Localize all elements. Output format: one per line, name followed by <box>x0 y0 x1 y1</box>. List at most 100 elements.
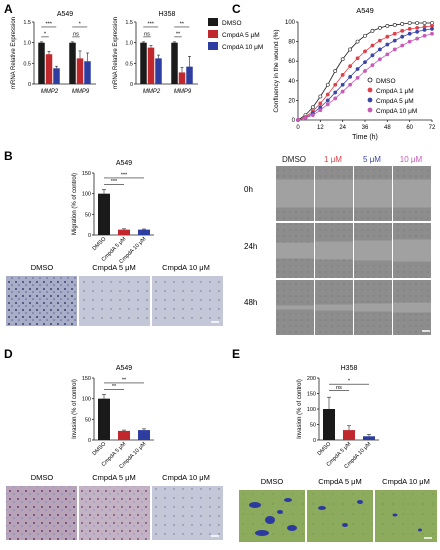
micro-b-label-5: CmpdA 5 μM <box>92 263 136 272</box>
c-point <box>318 94 323 99</box>
c-point <box>385 34 390 39</box>
wound-gap <box>276 179 314 208</box>
legend-a-swatch <box>208 18 218 26</box>
panel-letter-c: C <box>232 2 241 16</box>
c-point <box>370 63 375 68</box>
c-point <box>363 49 367 54</box>
c-point <box>363 60 367 65</box>
e-ytick-label: 0 <box>313 438 316 444</box>
c-point <box>385 52 390 57</box>
grid-row-48h: 48h <box>244 298 257 307</box>
e-sig-label: ns <box>336 385 342 391</box>
micro-d-label-dmso: DMSO <box>31 473 54 482</box>
panel-letter-b: B <box>4 149 13 163</box>
wound-gap <box>315 241 353 260</box>
c-point <box>370 28 375 33</box>
panel-letter-d: D <box>4 347 13 361</box>
c-point <box>385 42 390 47</box>
c-legend-label: CmpdA 5 μM <box>376 98 414 105</box>
c-ytick-label: 40 <box>288 79 295 85</box>
a549-ylabel: mRNA Relative Expression <box>11 17 17 89</box>
e-ytick-label: 100 <box>307 407 316 413</box>
chart-d-invasion-a549: A549 0 50 100 150 Invasion (% of control) DMSO… <box>72 365 154 470</box>
c-point <box>340 57 345 62</box>
c-xtick-label: 60 <box>406 125 413 131</box>
h358-ytick-label: 0.5 <box>125 61 133 67</box>
c-point <box>407 39 412 44</box>
h358-sig-label: ** <box>180 21 185 27</box>
c-legend-marker <box>367 107 373 113</box>
wound-gap <box>315 304 353 311</box>
c-point <box>415 36 420 41</box>
h358-ytick-label: 1.5 <box>125 20 133 26</box>
c-point <box>325 92 330 97</box>
grid-col-5: 5 μM <box>363 155 381 164</box>
e-sig-label: * <box>348 379 351 385</box>
c-title: A549 <box>356 6 374 15</box>
c-point <box>377 25 382 30</box>
d-bar <box>118 430 130 440</box>
c-point <box>363 69 367 73</box>
wound-gap <box>354 240 392 261</box>
wound-gap <box>393 302 431 313</box>
a549-ytick-label: 1.5 <box>23 20 31 26</box>
a549-ytick-label: 1.0 <box>23 41 31 47</box>
c-ytick-label: 20 <box>288 98 295 104</box>
c-point <box>422 33 427 38</box>
grid-col-10: 10 μM <box>400 155 423 164</box>
legend-a-swatch <box>208 30 218 38</box>
panel-letter-e: E <box>232 347 240 361</box>
c-point <box>415 21 420 25</box>
h358-category-label: MMP9 <box>174 89 192 95</box>
micro-b-label-10: CmpdA 10 μM <box>162 263 210 272</box>
b-ylabel: Migration (% of control) <box>72 173 78 235</box>
c-point <box>377 57 382 62</box>
b-bar <box>118 229 130 235</box>
b-category-label: DMSO <box>92 236 108 252</box>
c-point <box>377 38 382 43</box>
c-point <box>340 73 345 77</box>
c-ytick-label: 80 <box>288 40 295 46</box>
c-point <box>363 33 367 38</box>
micrographs-b: DMSO CmpdA 5 μM CmpdA 10 μM <box>6 263 223 326</box>
micro-d-5 <box>79 486 150 540</box>
c-point <box>407 21 412 25</box>
h358-bar <box>178 72 186 84</box>
c-point <box>385 24 390 28</box>
chart-a-h358: H358 0 0.5 1.0 1.5 mRNA Relative Expression MM… <box>113 11 198 95</box>
micro-d-label-5: CmpdA 5 μM <box>92 473 136 482</box>
e-bar <box>363 436 375 440</box>
b-bar <box>98 193 110 235</box>
wound-gap <box>393 179 431 208</box>
c-point <box>355 56 360 61</box>
h358-bar <box>186 66 193 84</box>
c-point <box>370 43 375 48</box>
c-point <box>325 98 330 103</box>
legend-a-label: CmpdA 5 μM <box>222 32 260 39</box>
h358-bar <box>155 58 162 84</box>
micro-b-5 <box>79 276 150 326</box>
c-point <box>400 22 405 26</box>
micro-b-label-dmso: DMSO <box>31 263 54 272</box>
c-point <box>370 53 375 58</box>
c-xtick-label: 72 <box>429 125 436 131</box>
micrographs-d: DMSO CmpdA 5 μM CmpdA 10 μM <box>6 473 223 540</box>
a549-title: A549 <box>57 11 73 18</box>
b-title: A549 <box>116 160 132 167</box>
c-point <box>348 74 353 79</box>
c-point <box>400 43 405 48</box>
h358-ytick-label: 0 <box>130 82 133 88</box>
micro-b-10 <box>152 276 223 326</box>
c-legend-label: DMSO <box>376 78 396 85</box>
c-point <box>318 108 323 113</box>
c-point <box>325 82 330 87</box>
c-point <box>392 31 397 36</box>
b-ytick-label: 0 <box>88 233 91 239</box>
micro-e-dmso <box>239 490 305 542</box>
c-point <box>392 38 397 43</box>
c-point <box>325 102 330 107</box>
c-ytick-label: 60 <box>288 59 295 65</box>
h358-ytick-label: 1.0 <box>125 41 133 47</box>
c-point <box>407 26 412 31</box>
